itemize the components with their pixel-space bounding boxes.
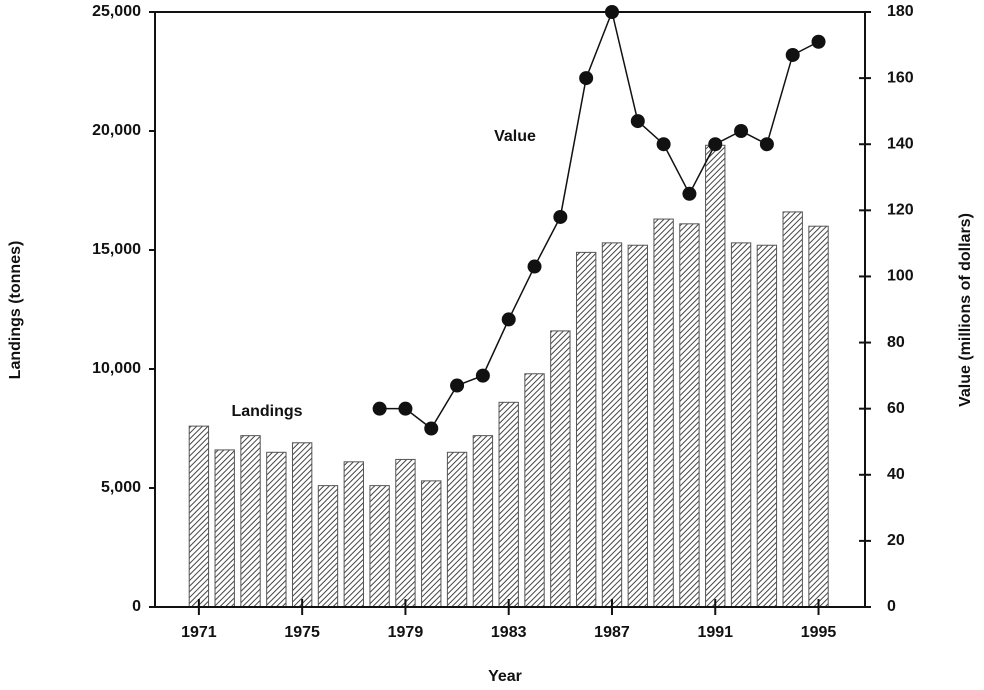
- y-tick-label: 25,000: [92, 3, 141, 20]
- value-line: [379, 9, 819, 430]
- value-dot: [630, 114, 645, 129]
- y2-tick-label: 20: [887, 532, 905, 549]
- value-dot: [656, 137, 671, 152]
- bar: [214, 449, 235, 608]
- value-dot: [553, 209, 568, 224]
- bar: [472, 435, 494, 608]
- y2-tick-label: 0: [887, 598, 896, 615]
- bar: [395, 458, 416, 608]
- x-tick-label: 1983: [491, 624, 527, 641]
- y-tick-label: 5,000: [101, 479, 141, 496]
- bar: [498, 401, 519, 608]
- y-axis-label: Landings (tonnes): [7, 241, 24, 380]
- x-axis-label: Year: [488, 668, 522, 685]
- y-tick-label: 0: [132, 598, 141, 615]
- bar: [317, 485, 339, 608]
- y2-tick-label: 160: [887, 69, 914, 86]
- bar: [730, 242, 752, 608]
- bar: [446, 451, 468, 608]
- bar: [421, 480, 442, 608]
- bar: [188, 425, 210, 608]
- value-dot: [579, 71, 594, 86]
- x-tick-label: 1971: [181, 624, 217, 641]
- bar: [653, 218, 674, 608]
- value-dot: [811, 34, 826, 49]
- bar: [575, 251, 597, 608]
- bar: [291, 442, 313, 608]
- y2-tick-label: 180: [887, 3, 914, 20]
- bar: [627, 244, 648, 608]
- bar: [369, 485, 390, 608]
- value-dot: [424, 421, 439, 436]
- bar: [601, 242, 623, 608]
- y-tick-label: 10,000: [92, 360, 141, 377]
- value-dot: [527, 259, 542, 274]
- y2-axis-label: Value (millions of dollars): [957, 213, 974, 407]
- value-dot: [708, 137, 723, 152]
- value-dot: [475, 368, 490, 383]
- value-dot: [785, 47, 800, 62]
- y2-tick-label: 40: [887, 466, 905, 483]
- x-tick-label: 1991: [697, 624, 733, 641]
- y-tick-label: 15,000: [92, 241, 141, 258]
- bar: [705, 144, 726, 608]
- y2-tick-label: 80: [887, 334, 905, 351]
- series-label: Value: [494, 128, 536, 145]
- bar: [524, 373, 545, 608]
- bar: [756, 244, 778, 608]
- bar: [343, 461, 364, 608]
- value-dot: [501, 312, 516, 327]
- x-tick-label: 1987: [594, 624, 630, 641]
- bar: [808, 225, 829, 608]
- x-tick-label: 1995: [801, 624, 837, 641]
- bar: [240, 435, 261, 608]
- y2-tick-label: 60: [887, 400, 905, 417]
- bar: [266, 451, 287, 608]
- y2-tick-label: 140: [887, 135, 914, 152]
- bar: [679, 223, 700, 608]
- bar: [550, 330, 571, 608]
- value-dot: [398, 401, 413, 416]
- x-tick-label: 1975: [284, 624, 320, 641]
- value-dot: [734, 124, 749, 138]
- value-dot: [759, 137, 774, 152]
- y2-tick-label: 120: [887, 202, 914, 219]
- value-dot: [450, 378, 465, 393]
- series-label: Landings: [231, 403, 302, 420]
- y-tick-label: 20,000: [92, 122, 141, 139]
- x-tick-label: 1979: [388, 624, 424, 641]
- y2-tick-label: 100: [887, 268, 914, 285]
- value-dot: [682, 186, 697, 201]
- value-dot: [372, 401, 387, 416]
- bar: [782, 211, 803, 608]
